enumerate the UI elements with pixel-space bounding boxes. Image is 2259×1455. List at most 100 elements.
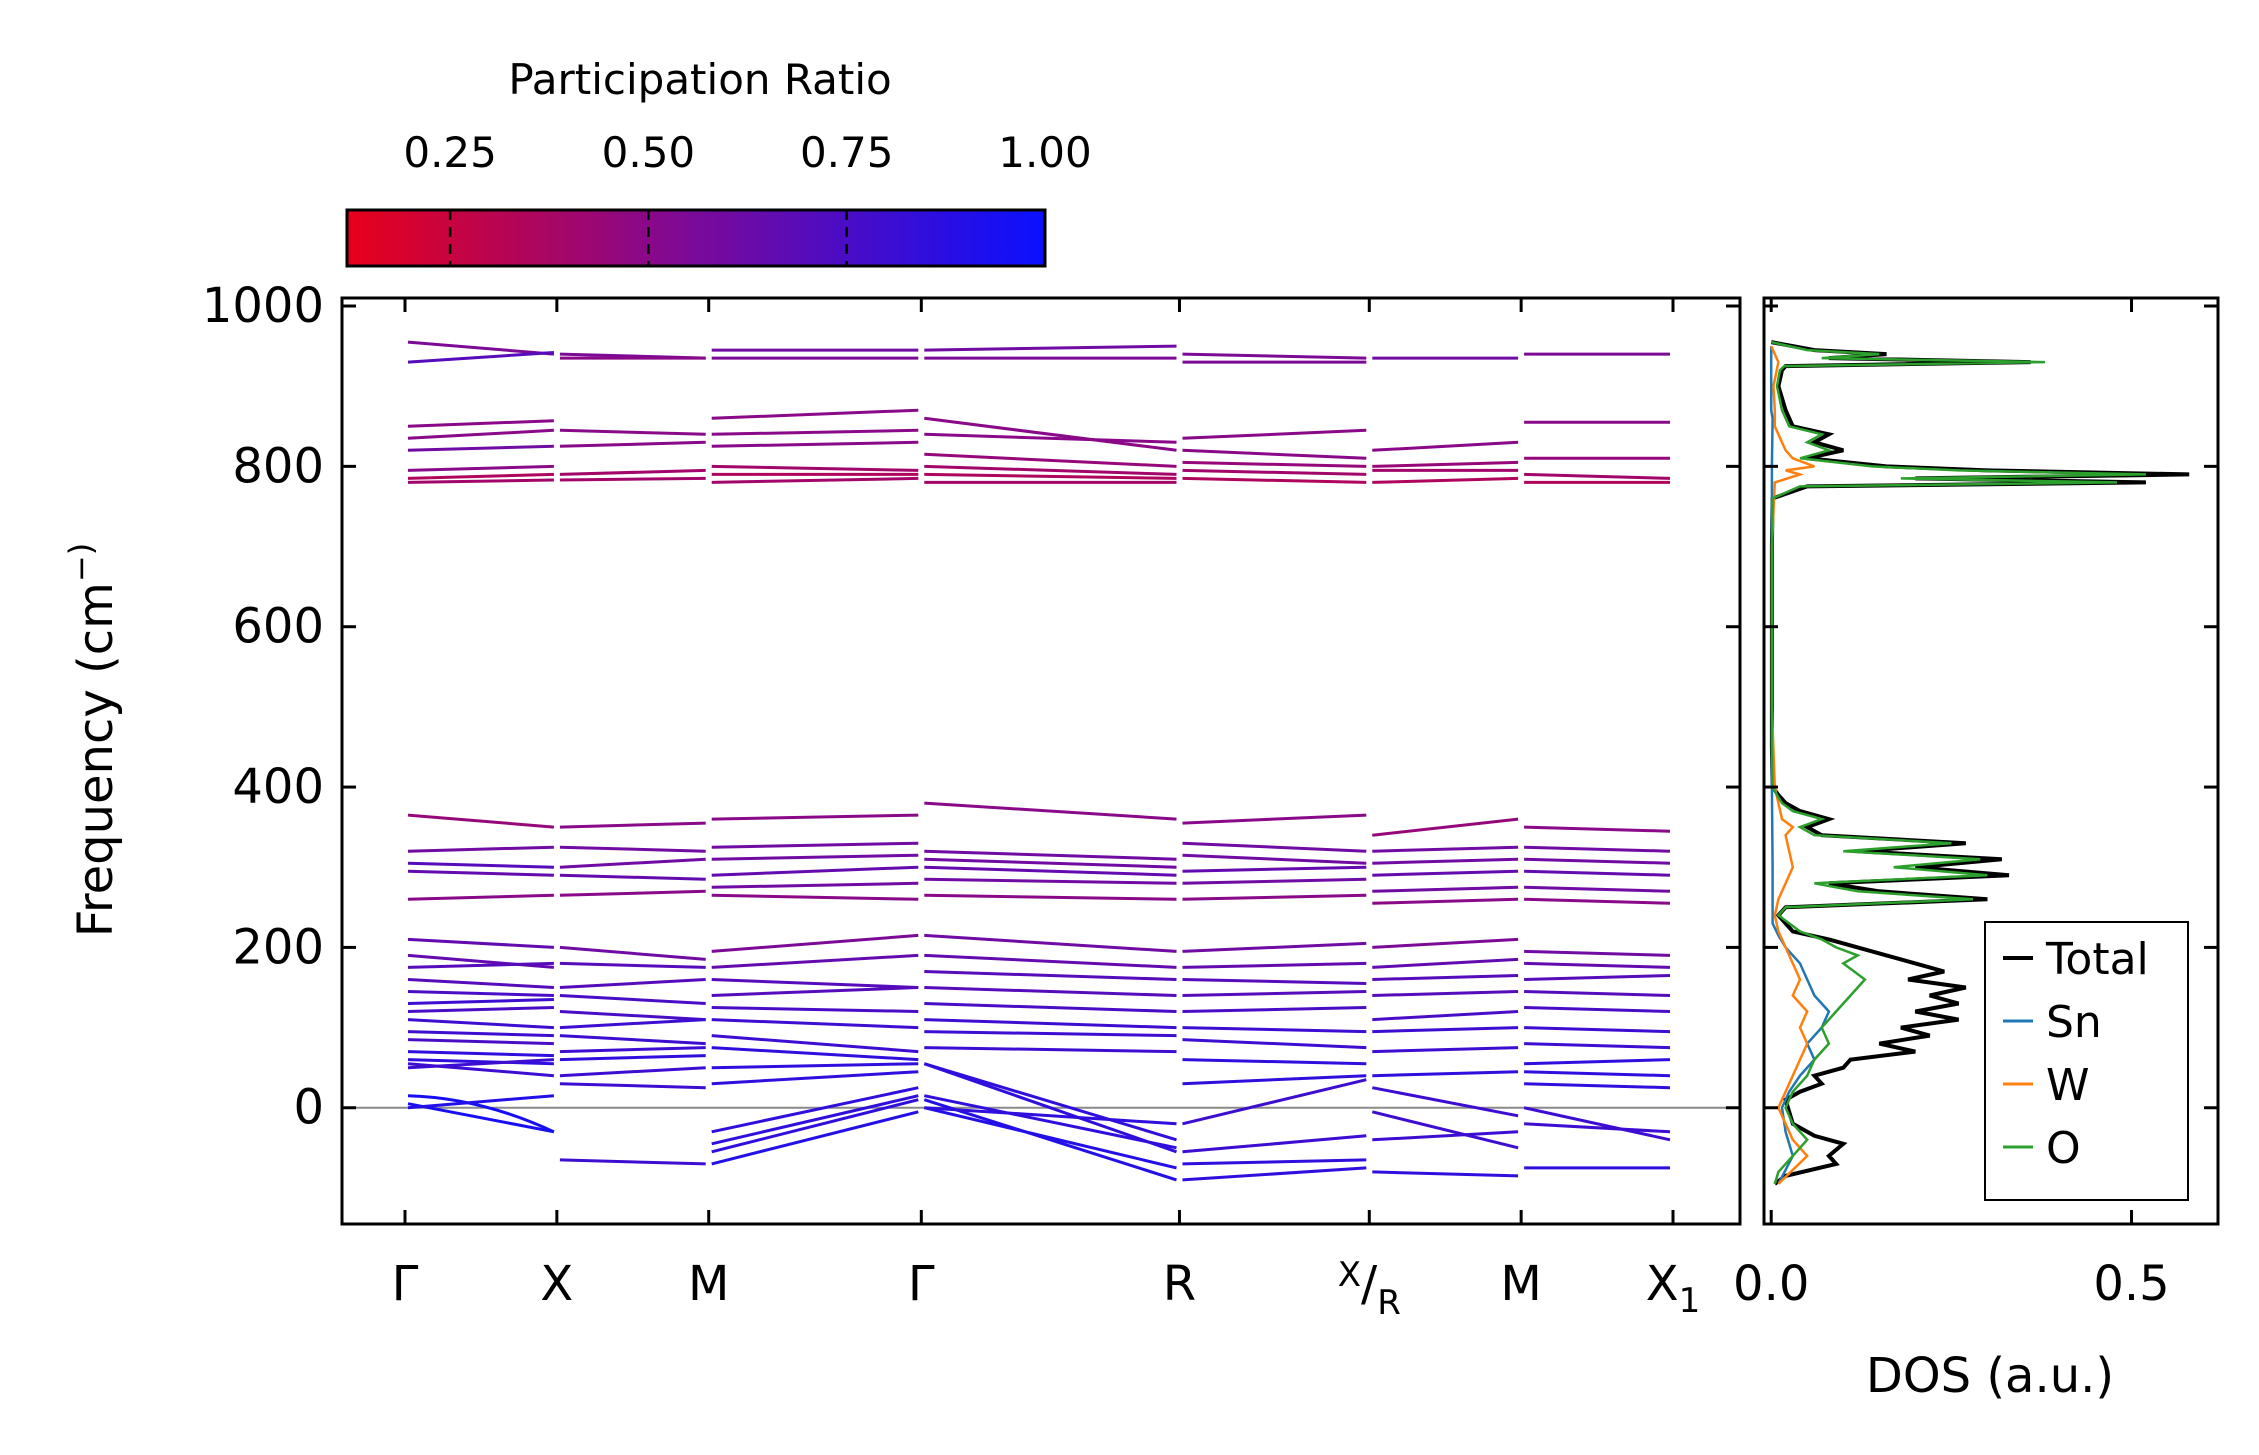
kpoint-label: Γ [392, 1256, 419, 1312]
band-4-23 [1182, 1134, 1367, 1154]
band-1-3 [559, 476, 706, 482]
y-axis-label: Frequency (cm−) [62, 543, 124, 937]
band-0-25 [407, 1062, 555, 1078]
band-1-16 [559, 1018, 706, 1030]
dos-plot-frame [1762, 296, 2220, 1226]
band-2-18 [711, 1006, 919, 1013]
band-4-13 [1182, 941, 1367, 953]
band-5-16 [1372, 1026, 1519, 1034]
band-3-15 [924, 953, 1177, 969]
band-3-9 [924, 849, 1177, 861]
band-curves [407, 340, 1671, 1182]
band-3-10 [924, 857, 1177, 869]
band-1-6 [559, 821, 706, 829]
band-2-19 [711, 1018, 919, 1030]
band-6-14 [1524, 990, 1671, 997]
dos-x-tick-label: 0.5 [2093, 1256, 2169, 1312]
band-3-17 [924, 986, 1177, 997]
band-2-2 [711, 408, 919, 420]
band-5-11 [1372, 937, 1519, 949]
band-0-8 [407, 813, 555, 829]
band-6-12 [1524, 961, 1671, 969]
band-6-8 [1524, 869, 1671, 877]
colorbar: Participation Ratio 0.25 0.50 0.75 1.00 [345, 55, 1092, 268]
band-5-10 [1372, 897, 1519, 905]
band-4-11 [1182, 877, 1367, 885]
colorbar-tick-label: 1.00 [998, 128, 1092, 177]
kpoint-label: Γ [908, 1256, 935, 1312]
band-1-20 [559, 1066, 706, 1078]
band-0-6 [407, 419, 554, 428]
band-1-2 [559, 468, 706, 476]
band-0-24 [407, 1058, 554, 1066]
band-5-1 [1372, 440, 1519, 452]
band-0-3 [407, 478, 554, 484]
band-1-21 [559, 1082, 706, 1090]
band-6-20 [1524, 1082, 1671, 1090]
dos-legend: Total Sn WO [1984, 921, 2189, 1201]
band-6-3 [1524, 472, 1671, 480]
band-0-5 [407, 428, 554, 440]
band-0-27 [407, 1094, 555, 1134]
kpoint-label: X/R [1338, 1255, 1401, 1323]
band-0-17 [407, 990, 554, 997]
band-2-4 [711, 440, 919, 448]
band-4-21 [1182, 1074, 1367, 1086]
band-1-7 [559, 845, 706, 853]
band-3-16 [924, 970, 1177, 981]
band-2-16 [711, 978, 919, 989]
band-0-19 [407, 1006, 554, 1013]
band-1-13 [559, 978, 706, 989]
band-0-0 [407, 340, 555, 356]
band-2-13 [711, 893, 919, 901]
band-2-7 [711, 476, 919, 484]
band-6-11 [1524, 949, 1671, 957]
band-0-2 [407, 472, 554, 480]
band-3-2 [924, 416, 1177, 452]
band-1-22 [559, 1158, 706, 1166]
band-1-8 [559, 857, 706, 869]
band-4-2 [1182, 428, 1367, 440]
band-2-24 [711, 1086, 919, 1134]
band-1-17 [559, 1034, 706, 1046]
band-3-11 [924, 865, 1177, 877]
band-4-14 [1182, 961, 1367, 969]
band-0-15 [407, 961, 554, 969]
band-0-7 [407, 444, 554, 452]
band-2-8 [711, 813, 919, 821]
band-4-20 [1182, 1058, 1367, 1066]
band-y-tick-label: 0 [293, 1080, 324, 1136]
band-2-9 [711, 841, 919, 849]
band-y-tick-label: 1000 [202, 278, 324, 334]
band-4-16 [1182, 990, 1367, 997]
dos-series-o [1770, 340, 2146, 1185]
band-y-tick-label: 600 [232, 599, 324, 655]
band-3-12 [924, 877, 1177, 885]
band-1-19 [559, 1054, 706, 1062]
band-4-9 [1182, 853, 1367, 865]
band-3-14 [924, 933, 1177, 953]
band-4-24 [1182, 1158, 1367, 1166]
band-6-13 [1524, 974, 1671, 981]
band-2-5 [711, 464, 919, 472]
dos-series-total [1769, 340, 2190, 1186]
band-5-12 [1372, 957, 1519, 969]
legend-label-w: W [2046, 1060, 2090, 1111]
band-4-12 [1182, 893, 1367, 901]
dos-axes: 0.0 0.5 [1733, 298, 2218, 1312]
band-5-17 [1372, 1046, 1519, 1054]
band-3-18 [924, 1002, 1177, 1013]
colorbar-tick-label: 0.75 [800, 128, 894, 177]
band-0-22 [407, 1038, 554, 1046]
band-2-12 [711, 881, 919, 889]
legend-label-o: O [2046, 1123, 2081, 1174]
band-1-12 [559, 961, 706, 969]
colorbar-tick-label: 0.50 [602, 128, 696, 177]
band-3-20 [924, 1030, 1177, 1038]
band-5-22 [1372, 1170, 1519, 1178]
band-5-14 [1372, 990, 1519, 997]
band-6-10 [1524, 897, 1671, 905]
colorbar-ticks: 0.25 0.50 0.75 1.00 [403, 128, 1092, 266]
band-1-4 [559, 428, 706, 436]
